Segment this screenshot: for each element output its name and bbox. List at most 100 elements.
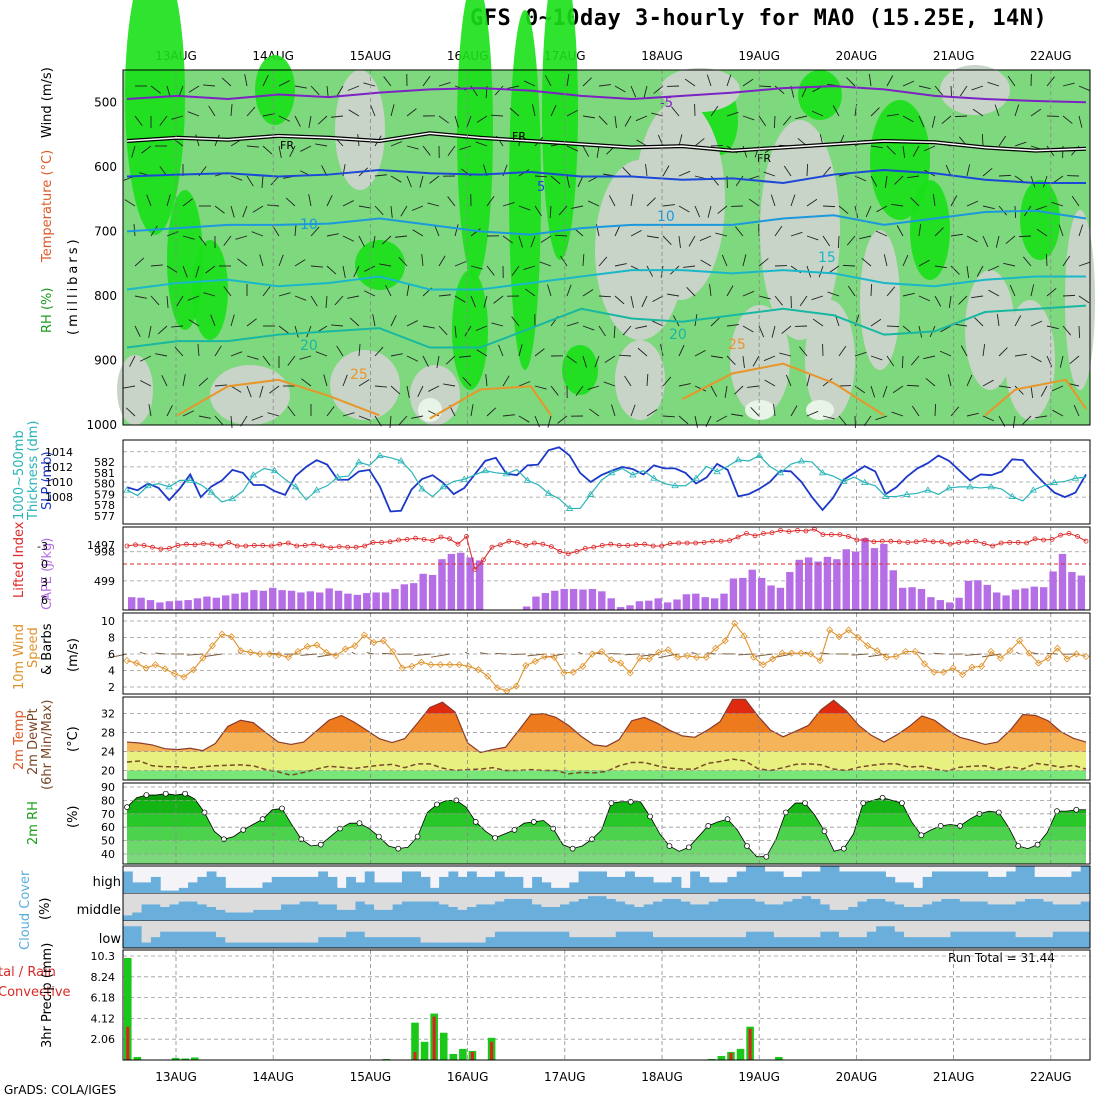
cape-bar [663,602,672,610]
wind-barb [1036,228,1048,237]
wind-barb [447,196,456,207]
wind-barb [549,205,552,219]
rh-dry-blob [760,120,840,340]
cloud-clear-cell [485,920,496,938]
wind-barb [390,104,395,117]
wind-barb [262,75,269,87]
wind-barb [643,85,648,98]
rh-marker [221,836,227,843]
wind-barb [886,113,899,117]
wind-barb [646,235,659,239]
wind-marker [560,669,568,677]
cloud-cell [290,904,301,921]
thickness-marker [312,486,321,493]
precip-tick: 2.06 [91,1033,116,1046]
wind-marker [683,652,691,660]
cloud-cell [560,887,570,894]
cape-bar [522,606,531,610]
wind-barb [214,415,224,426]
wind-barb [710,105,719,117]
cloud-clear-cell [318,920,329,938]
cloud-clear-cell [904,893,914,907]
cape-bar [1030,586,1038,610]
wind-barb [1012,415,1016,428]
li-tick: -3 [37,540,48,553]
li-marker [540,541,546,547]
thickness-marker [249,471,258,478]
surface-wind-barb [691,651,697,655]
cloud-cell [569,882,580,894]
wind-barb [566,322,579,327]
plot-content: 13AUG13AUG14AUG14AUG15AUG15AUG16AUG16AUG… [37,0,1095,1084]
wind-barb [662,376,672,387]
cloud-cell [188,882,198,894]
bottom-date-label: 17AUG [544,1070,586,1084]
wind-barb [182,410,194,417]
cloud-cell [587,937,598,948]
wind-barb [931,115,936,128]
wind-barb [187,111,200,117]
cloud-cell [578,871,589,894]
wind-marker [778,649,786,657]
cloud-cell [931,871,942,894]
rh-marker [995,809,1002,816]
wind-barb [395,235,408,238]
cloud-cell [997,931,1007,948]
cloud-cell [299,901,310,921]
thickness-marker [713,467,721,475]
wind-marker [465,662,473,670]
cloud-clear-cell [1043,893,1054,902]
wind-marker [474,666,482,674]
cloud-clear-cell [959,920,970,932]
cloud-cell [587,871,598,894]
li-marker [591,544,597,550]
wind-barb [752,355,760,367]
wind-barb [326,406,335,417]
wind-barb [870,355,883,361]
wind-marker [1015,637,1024,645]
li-marker [548,544,554,549]
cloud-cell [197,904,208,921]
cloud-clear-cell [680,893,691,902]
li-marker [489,544,495,550]
temp-tick: 28 [101,727,115,740]
label-wind-b: Speed [26,627,41,668]
cloud-clear-cell [922,893,933,905]
cape-bar [692,593,700,610]
wind-barb [886,355,895,367]
wind-marker [332,652,340,660]
cloud-cell [931,937,942,948]
wind-barb [902,145,906,158]
cape-tick: 1497 [87,539,115,552]
wind-barb [161,375,168,387]
li-marker [565,551,571,557]
contour-label: FR [757,152,771,165]
wind-barb [948,295,952,308]
wind-barb [827,291,840,297]
wind-barb [146,194,152,207]
wind-marker [446,661,454,669]
cape-bar [588,588,597,610]
wind-barb [886,325,900,328]
wind-barb [246,175,254,187]
wind-marker [759,661,767,669]
wind-barb [485,374,488,387]
wind-barb [884,175,888,188]
cloud-cell [494,901,505,921]
li-marker [769,530,775,536]
cloud-cell [1052,931,1063,948]
wind-barb [331,115,344,118]
rh-dry-blob [335,70,385,190]
cape-bar [992,592,1001,610]
wind-barb [187,295,200,301]
cloud-cell [457,909,468,921]
wind-marker [702,653,710,661]
cloud-row-label: high [93,875,121,890]
li-marker [1007,540,1013,545]
cloud-cell [699,876,710,894]
wind-barb [710,385,718,397]
thickness-marker [228,494,237,502]
wind-barb [251,415,264,421]
cloud-row-label: low [99,932,122,947]
wind-barb [954,115,968,118]
